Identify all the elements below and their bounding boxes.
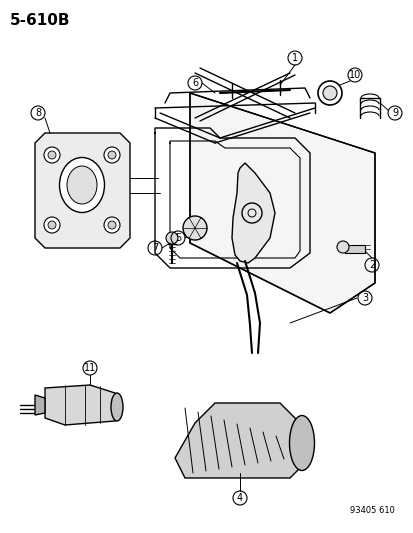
Ellipse shape — [59, 157, 104, 213]
Circle shape — [108, 151, 116, 159]
Text: 8: 8 — [35, 108, 41, 118]
Polygon shape — [190, 93, 374, 313]
Circle shape — [44, 147, 60, 163]
Circle shape — [108, 221, 116, 229]
Bar — [344, 245, 364, 253]
Circle shape — [322, 86, 336, 100]
Text: 6: 6 — [192, 78, 197, 88]
Ellipse shape — [67, 166, 97, 204]
Polygon shape — [175, 403, 309, 478]
Circle shape — [48, 151, 56, 159]
Text: 9: 9 — [391, 108, 397, 118]
Text: 3: 3 — [361, 293, 367, 303]
Circle shape — [166, 232, 178, 244]
Text: 93405 610: 93405 610 — [349, 506, 394, 515]
Circle shape — [317, 81, 341, 105]
Circle shape — [44, 217, 60, 233]
Polygon shape — [45, 385, 120, 425]
Text: 7: 7 — [152, 243, 158, 253]
Circle shape — [104, 147, 120, 163]
Text: 5: 5 — [174, 233, 181, 243]
Text: 5-610B: 5-610B — [10, 13, 70, 28]
Text: 2: 2 — [368, 260, 374, 270]
Circle shape — [104, 217, 120, 233]
Text: 11: 11 — [84, 363, 96, 373]
Polygon shape — [231, 163, 274, 263]
Text: 4: 4 — [236, 493, 242, 503]
Text: 1: 1 — [291, 53, 297, 63]
Circle shape — [183, 216, 206, 240]
Polygon shape — [35, 133, 130, 248]
Polygon shape — [35, 395, 45, 415]
Circle shape — [336, 241, 348, 253]
Circle shape — [48, 221, 56, 229]
Ellipse shape — [111, 393, 123, 421]
Text: 10: 10 — [348, 70, 360, 80]
Ellipse shape — [289, 416, 314, 471]
